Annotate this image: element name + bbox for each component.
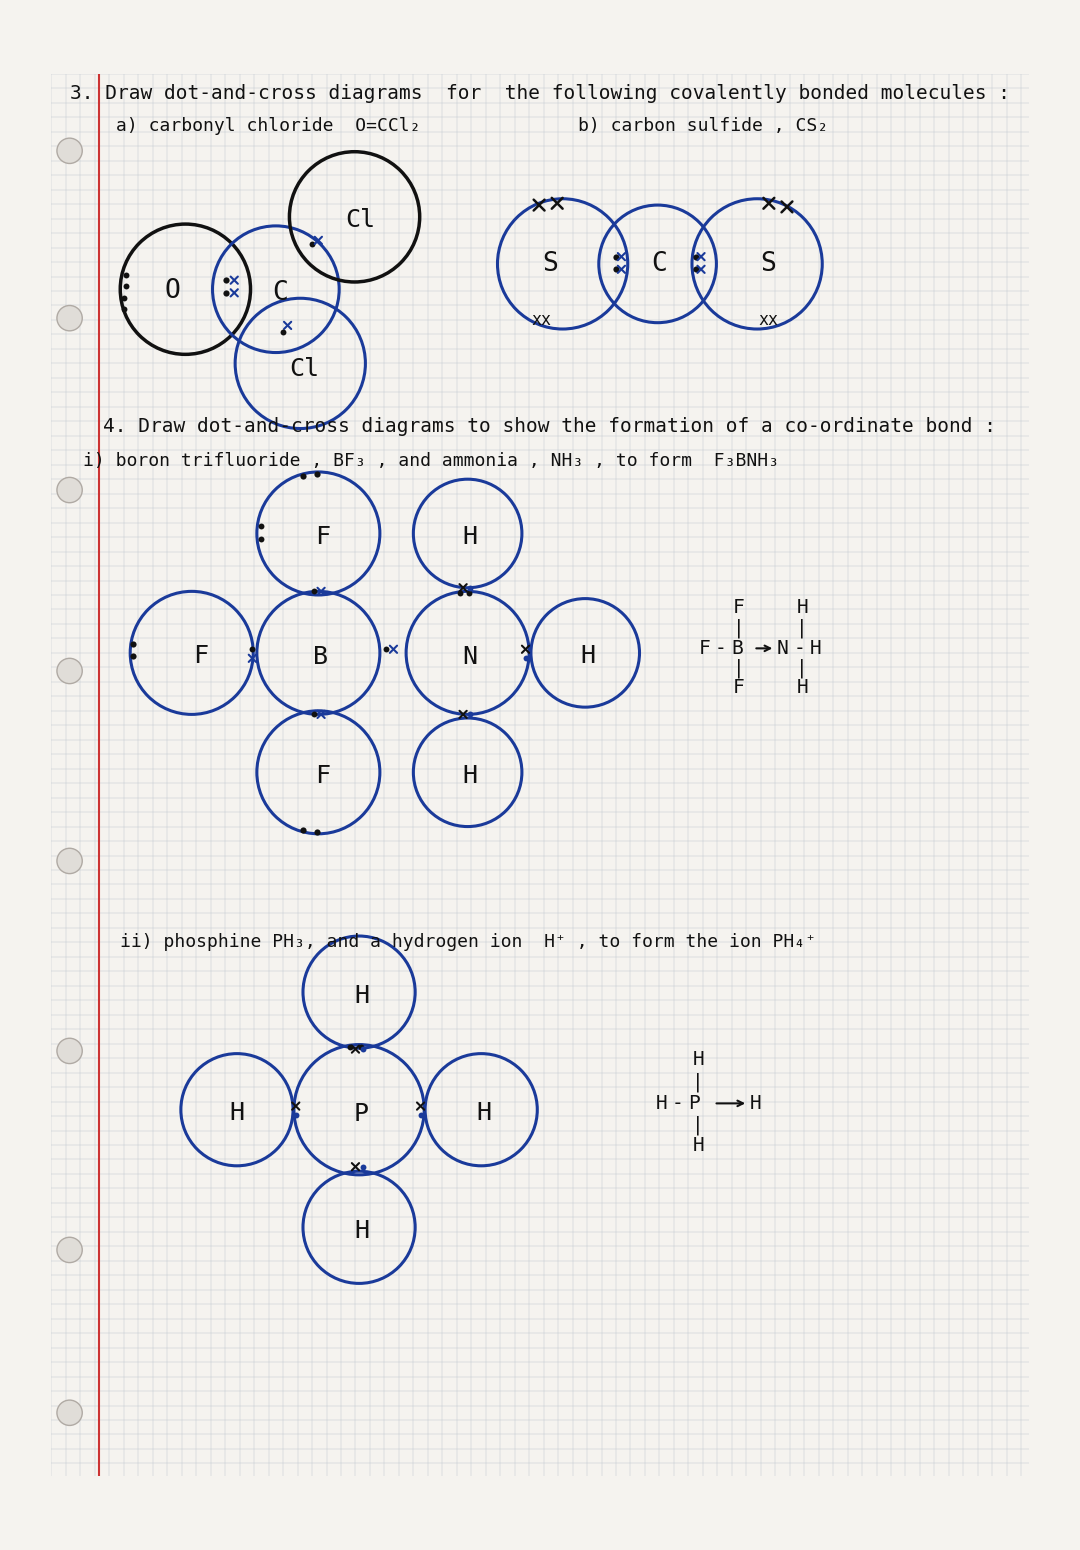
Point [274,319,292,344]
Point [253,515,270,539]
Text: H: H [463,764,477,787]
Circle shape [57,138,82,163]
Point [306,580,323,605]
Text: H: H [750,1094,761,1113]
Circle shape [57,1237,82,1263]
Point [306,702,323,727]
Text: |: | [692,1116,704,1135]
Point [124,645,141,670]
Text: -: - [715,639,727,657]
Point [217,268,234,293]
Text: |: | [796,659,808,677]
Text: xx: xx [759,312,779,329]
Text: H: H [354,1218,369,1243]
Circle shape [57,477,82,502]
Text: S: S [542,251,558,277]
Text: P: P [688,1094,700,1113]
Text: -: - [672,1094,684,1113]
Point [295,463,312,488]
Text: S: S [760,251,775,277]
Point [411,1102,429,1127]
Point [352,1035,369,1060]
Point [687,257,704,282]
Text: Cl: Cl [345,208,375,232]
Text: |: | [692,1073,704,1093]
Text: H: H [692,1136,704,1155]
Text: O: O [165,277,180,304]
Point [309,462,326,487]
Text: C: C [651,251,667,277]
Text: F: F [315,764,330,787]
Point [295,818,312,843]
Text: |: | [733,618,745,639]
Text: H: H [229,1102,244,1125]
Circle shape [57,659,82,684]
Text: H: H [354,984,369,1008]
Point [303,231,321,256]
Text: i) boron trifluoride , BF₃ , and ammonia , NH₃ , to form  F₃BNH₃: i) boron trifluoride , BF₃ , and ammonia… [83,453,780,470]
Text: P: P [353,1102,368,1127]
Circle shape [57,305,82,330]
Text: H: H [810,639,822,657]
Text: F: F [699,639,711,657]
Point [378,637,395,662]
Text: 3. Draw dot-and-cross diagrams  for  the following covalently bonded molecules :: 3. Draw dot-and-cross diagrams for the f… [70,84,1010,104]
Point [607,245,624,270]
Point [461,581,478,606]
Text: H: H [463,525,477,549]
Point [341,1035,359,1060]
Text: xx: xx [531,312,552,329]
Point [309,820,326,845]
Point [117,273,134,298]
Text: F: F [733,677,745,698]
Text: a) carbonyl chloride  O=CCl₂: a) carbonyl chloride O=CCl₂ [117,118,421,135]
Text: N: N [462,645,477,670]
Text: B: B [313,645,327,670]
Text: F: F [315,525,330,549]
Text: H: H [656,1094,667,1113]
Point [517,646,535,671]
Text: F: F [733,598,745,617]
Text: B: B [731,639,743,657]
Point [117,262,134,287]
Point [462,702,480,727]
Text: H: H [580,645,595,668]
Point [687,245,704,270]
Text: 4. Draw dot-and-cross diagrams to show the formation of a co-ordinate bond :: 4. Draw dot-and-cross diagrams to show t… [103,417,996,436]
Point [287,1102,305,1127]
Point [354,1037,372,1062]
Circle shape [57,848,82,874]
Text: H: H [796,677,808,698]
Text: F: F [193,645,208,668]
Circle shape [57,1038,82,1063]
Text: H: H [796,598,808,617]
Text: -: - [794,639,806,657]
Text: H: H [476,1102,491,1125]
Point [217,281,234,305]
Point [253,527,270,552]
Text: C: C [272,281,288,305]
Point [354,1155,372,1180]
Text: N: N [777,639,788,657]
Text: |: | [796,618,808,639]
Point [116,285,133,310]
Point [124,631,141,656]
Circle shape [57,1400,82,1426]
Point [244,637,261,662]
Point [462,575,480,600]
Text: b) carbon sulfide , CS₂: b) carbon sulfide , CS₂ [578,118,828,135]
Text: ii) phosphine PH₃, and a hydrogen ion  H⁺ , to form the ion PH₄⁺: ii) phosphine PH₃, and a hydrogen ion H⁺… [120,933,815,952]
Point [607,257,624,282]
Text: H: H [692,1051,704,1070]
Point [451,581,469,606]
Text: |: | [733,659,745,677]
Text: Cl: Cl [288,356,319,381]
Point [116,296,133,321]
